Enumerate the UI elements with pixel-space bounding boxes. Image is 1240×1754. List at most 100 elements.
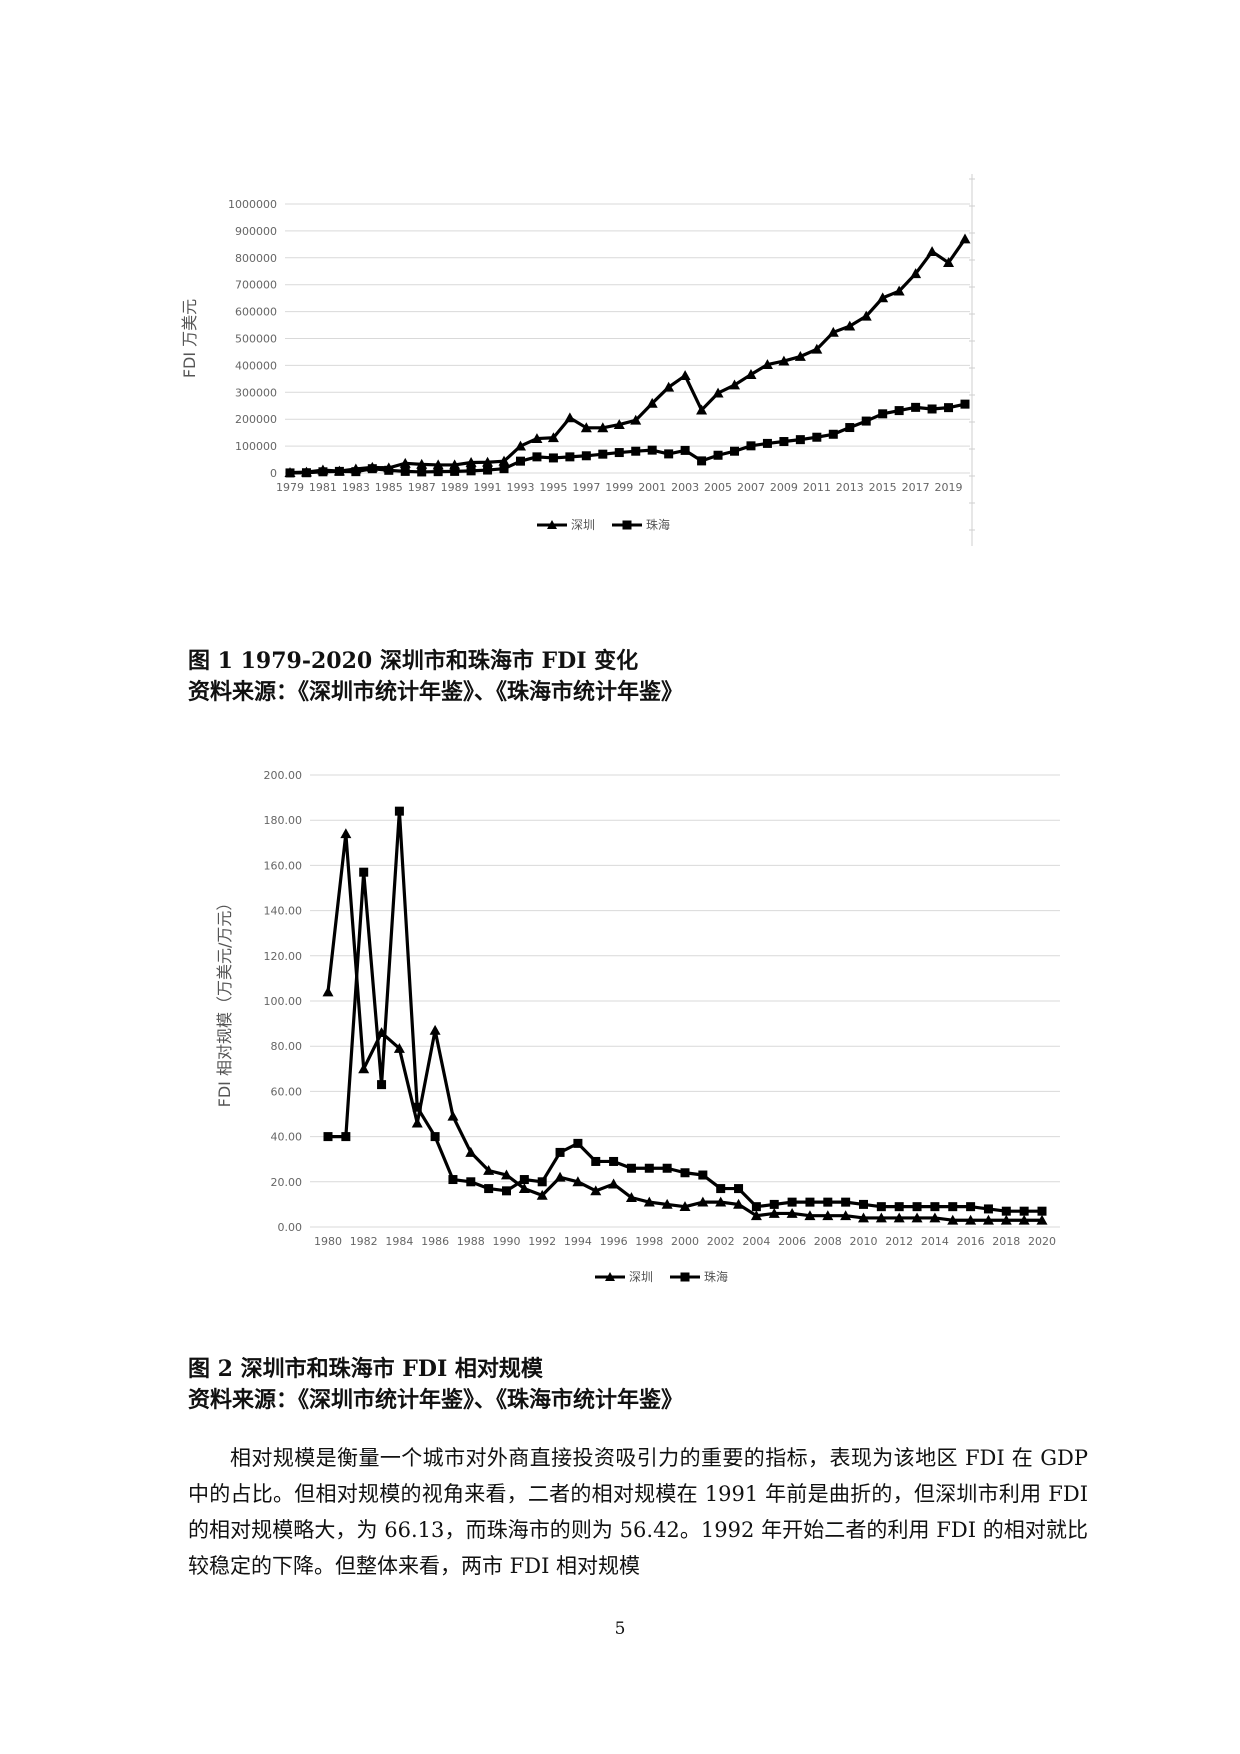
- x-tick-label: 1986: [421, 1235, 449, 1248]
- data-point-square: [450, 466, 460, 476]
- x-tick-label: 2009: [770, 481, 798, 494]
- x-tick-label: 2010: [850, 1235, 878, 1248]
- figure-2-title: 图 2 深圳市和珠海市 FDI 相对规模: [188, 1356, 543, 1382]
- data-point-triangle: [840, 1210, 852, 1221]
- y-tick-label: 160.00: [264, 859, 303, 872]
- data-point-square: [1001, 1206, 1011, 1216]
- y-tick-label: 300000: [235, 386, 277, 399]
- data-point-triangle: [661, 1198, 673, 1209]
- legend-marker-square: [680, 1272, 690, 1282]
- data-point-square: [573, 1138, 583, 1148]
- data-point-triangle: [580, 422, 592, 433]
- data-point-square: [680, 445, 690, 455]
- data-point-triangle: [778, 355, 790, 366]
- fdi-chart-2: 0.00 20.00 40.00 60.00 80.00 100.00 120.00 140.…: [200, 755, 1090, 1295]
- data-point-square: [930, 1202, 940, 1212]
- legend-label: 深圳: [571, 518, 595, 532]
- y-tick-label: 800000: [235, 252, 277, 265]
- legend-label: 珠海: [704, 1269, 728, 1284]
- data-point-triangle: [322, 986, 334, 997]
- data-point-triangle: [715, 1196, 727, 1207]
- series-line-0: [289, 238, 967, 475]
- y-tick-label: 60.00: [271, 1085, 303, 1098]
- data-point-square: [483, 465, 493, 475]
- x-tick-label: 2016: [957, 1235, 985, 1248]
- data-point-triangle: [893, 1212, 905, 1223]
- data-point-square: [591, 1156, 601, 1166]
- data-point-square: [466, 1177, 476, 1187]
- data-point-triangle: [804, 1210, 816, 1221]
- data-point-triangle: [416, 458, 428, 469]
- data-point-triangle: [877, 292, 889, 303]
- data-point-triangle: [554, 1171, 566, 1182]
- x-tick-label: 1995: [539, 481, 567, 494]
- data-point-square: [537, 1177, 547, 1187]
- data-point-triangle: [696, 404, 708, 415]
- data-point-square: [367, 464, 377, 474]
- data-point-square: [894, 406, 904, 416]
- y-tick-label: 40.00: [271, 1131, 303, 1144]
- x-tick-label: 2004: [742, 1235, 770, 1248]
- data-point-triangle: [1018, 1214, 1030, 1225]
- x-tick-label: 1990: [493, 1235, 521, 1248]
- x-tick-label: 2008: [814, 1235, 842, 1248]
- y-axis-label: FDI 相对规模（万美元/万元）: [215, 895, 234, 1108]
- data-point-triangle: [613, 419, 625, 429]
- data-point-square: [762, 438, 772, 448]
- data-point-triangle: [572, 1176, 584, 1187]
- data-point-triangle: [1000, 1214, 1012, 1225]
- data-point-triangle: [643, 1196, 655, 1207]
- data-point-square: [795, 435, 805, 445]
- legend-marker-square: [622, 520, 632, 530]
- y-tick-label: 180.00: [264, 814, 303, 827]
- data-point-triangle: [411, 1117, 423, 1128]
- data-point-triangle: [893, 285, 905, 296]
- data-point-triangle: [929, 1212, 941, 1223]
- data-point-square: [647, 445, 657, 455]
- data-point-triangle: [697, 1196, 709, 1207]
- data-point-square: [466, 466, 476, 476]
- data-point-square: [430, 1132, 440, 1142]
- data-point-square: [285, 468, 295, 478]
- data-point-square: [697, 456, 707, 466]
- y-tick-label: 200.00: [264, 769, 303, 782]
- data-point-square: [384, 465, 394, 475]
- data-point-square: [859, 1199, 868, 1209]
- data-point-triangle: [827, 326, 839, 337]
- data-point-triangle: [982, 1214, 994, 1225]
- fdi-chart-2-svg: 0.00 20.00 40.00 60.00 80.00 100.00 120.00 140.…: [215, 769, 1060, 1284]
- data-point-triangle: [393, 1042, 405, 1053]
- x-tick-label: 2020: [1028, 1235, 1056, 1248]
- data-point-square: [301, 468, 311, 478]
- data-point-triangle: [514, 440, 526, 451]
- x-tick-label: 1996: [600, 1235, 628, 1248]
- x-tick-label: 1992: [528, 1235, 556, 1248]
- x-tick-label: 2018: [992, 1235, 1020, 1248]
- data-point-square: [581, 451, 591, 461]
- data-point-square: [519, 1175, 529, 1185]
- data-point-square: [377, 1080, 387, 1090]
- y-tick-label: 700000: [235, 279, 277, 292]
- data-point-triangle: [911, 1212, 923, 1223]
- data-point-triangle: [947, 1214, 959, 1225]
- data-point-triangle: [794, 351, 806, 361]
- data-point-square: [394, 806, 404, 816]
- data-point-triangle: [860, 310, 872, 321]
- data-point-square: [548, 453, 558, 463]
- data-point-triangle: [910, 268, 922, 279]
- y-tick-label: 600000: [235, 306, 277, 319]
- x-tick-label: 1997: [572, 481, 600, 494]
- data-point-square: [876, 1202, 886, 1212]
- series-line-1: [328, 809, 1042, 1213]
- x-tick-label: 2005: [704, 481, 732, 494]
- data-point-triangle: [518, 1183, 530, 1193]
- x-tick-label: 2011: [803, 481, 831, 494]
- x-tick-label: 1985: [375, 481, 403, 494]
- x-tick-label: 2002: [707, 1235, 735, 1248]
- data-point-triangle: [429, 1024, 441, 1035]
- data-point-triangle: [449, 459, 461, 470]
- data-point-triangle: [536, 1189, 548, 1200]
- data-point-square: [499, 464, 509, 474]
- y-tick-label: 900000: [235, 225, 277, 238]
- data-point-triangle: [465, 457, 477, 467]
